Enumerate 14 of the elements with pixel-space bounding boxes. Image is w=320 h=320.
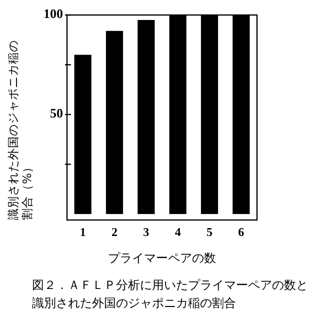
x-tick-label: 1 [80,225,86,239]
bar [138,20,155,214]
x-tick-label: 3 [143,225,150,239]
x-tick-label: 4 [174,225,181,239]
bar [106,30,124,214]
x-tick-label: 6 [238,225,244,239]
y-axis-title: 識別された外国のジャポニカ稲の割合（%） [6,40,34,220]
x-tick-label: 5 [206,225,212,239]
bar [74,54,92,214]
y-tick-label: 100 [44,6,63,21]
x-tick-label: 2 [112,225,118,239]
y-tick-label: 50 [50,106,63,120]
x-axis-title: プライマーペアの数 [108,251,216,265]
caption: 図２．ＡＦＬＰ分析に用いたプライマーペアの数と識別された外国のジャポニカ稲の割合 [32,278,308,310]
